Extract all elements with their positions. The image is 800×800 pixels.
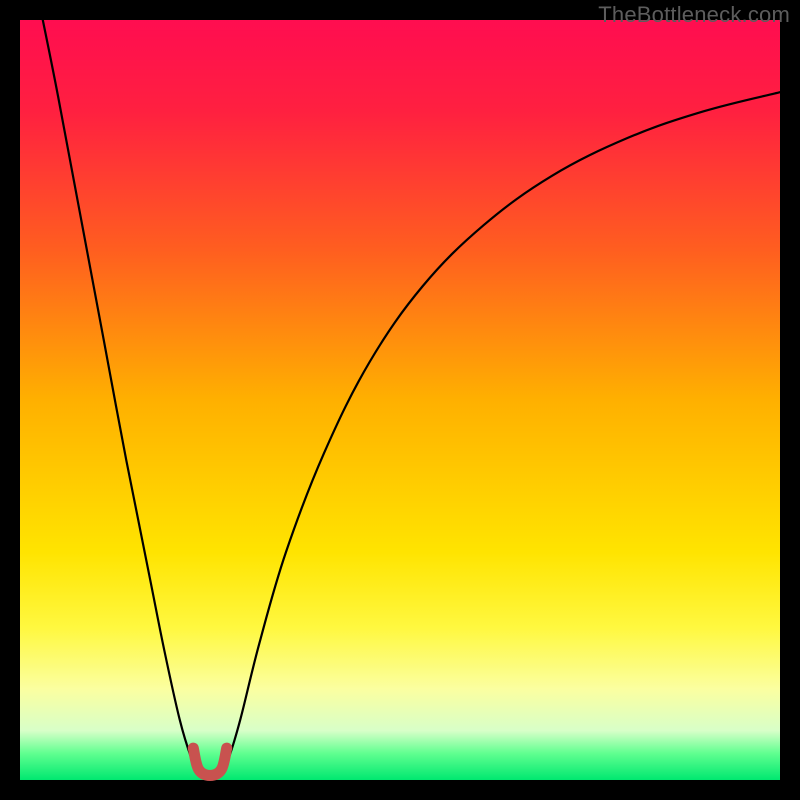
chart-container: TheBottleneck.com (0, 0, 800, 800)
chart-background-gradient (20, 20, 780, 780)
bottleneck-chart (0, 0, 800, 800)
watermark-text: TheBottleneck.com (598, 2, 790, 28)
